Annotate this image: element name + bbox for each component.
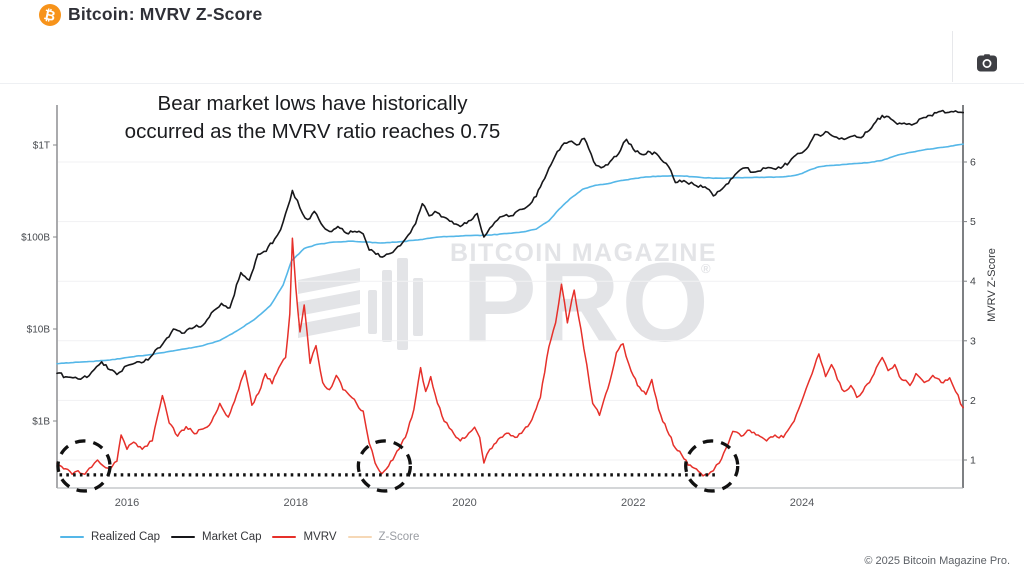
legend-item-mvrv[interactable]: MVRV <box>272 531 337 543</box>
z-score-swatch <box>347 536 372 538</box>
left-axis-tick-label: $100B <box>21 233 50 244</box>
left-axis-tick-label: $10B <box>27 325 51 336</box>
right-axis-tick-label: 3 <box>970 335 976 347</box>
realized-cap-series <box>56 143 964 365</box>
annotation-line-1: Bear market lows have historically <box>157 92 468 115</box>
legend-label: MVRV <box>303 531 337 543</box>
realized-cap-swatch <box>60 536 84 538</box>
bear-market-low-circle <box>56 439 112 493</box>
legend: Realized Cap Market Cap MVRV Z-Score <box>60 531 419 543</box>
right-axis-tick-label: 5 <box>970 216 976 228</box>
x-axis-tick-label: 2022 <box>621 497 645 509</box>
right-axis-tick-label: 2 <box>970 395 976 407</box>
page-title: Bitcoin: MVRV Z-Score <box>68 4 263 24</box>
copyright-text: © 2025 Bitcoin Magazine Pro. <box>864 555 1010 567</box>
x-axis-tick-label: 2018 <box>284 497 308 509</box>
watermark-product-text: PRO <box>462 240 711 365</box>
annotation-line-2: occurred as the MVRV ratio reaches 0.75 <box>124 120 501 143</box>
screenshot-camera-button[interactable] <box>977 54 997 72</box>
market-cap-series <box>56 109 964 380</box>
bitcoin-icon: ₿ <box>39 4 61 26</box>
right-axis-tick-label: 1 <box>970 455 976 467</box>
left-axis-tick-label: $1B <box>32 417 50 428</box>
legend-item-market-cap[interactable]: Market Cap <box>171 531 261 543</box>
chart-annotation: Bear market lows have historically occur… <box>85 90 540 146</box>
right-axis-title: MVRV Z-Score <box>986 248 998 322</box>
x-axis-tick-label: 2024 <box>790 497 814 509</box>
x-axis-tick-label: 2020 <box>452 497 476 509</box>
mvrv-swatch <box>272 536 297 538</box>
watermark-brand-text: BITCOIN MAGAZINE <box>450 239 718 267</box>
legend-label: Market Cap <box>202 531 262 543</box>
bear-market-low-circle <box>356 439 412 493</box>
watermark-registered-mark: ® <box>701 261 711 276</box>
left-axis-tick-label: $1T <box>33 141 50 152</box>
x-axis-tick-label: 2016 <box>115 497 139 509</box>
mvrv-series <box>56 237 964 477</box>
right-axis-tick-label: 4 <box>970 276 976 288</box>
legend-label: Z-Score <box>378 531 420 543</box>
market-cap-swatch <box>171 536 196 538</box>
header-bar: ₿ Bitcoin: MVRV Z-Score <box>0 0 1024 31</box>
legend-item-realized-cap[interactable]: Realized Cap <box>60 531 160 543</box>
legend-item-z-score[interactable]: Z-Score <box>347 531 420 543</box>
chart-toolbar <box>0 30 1024 84</box>
camera-icon <box>977 54 997 72</box>
legend-label: Realized Cap <box>91 531 161 543</box>
bear-market-low-circle <box>684 439 740 493</box>
toolbar-divider <box>952 31 953 82</box>
right-axis-tick-label: 6 <box>970 157 976 169</box>
